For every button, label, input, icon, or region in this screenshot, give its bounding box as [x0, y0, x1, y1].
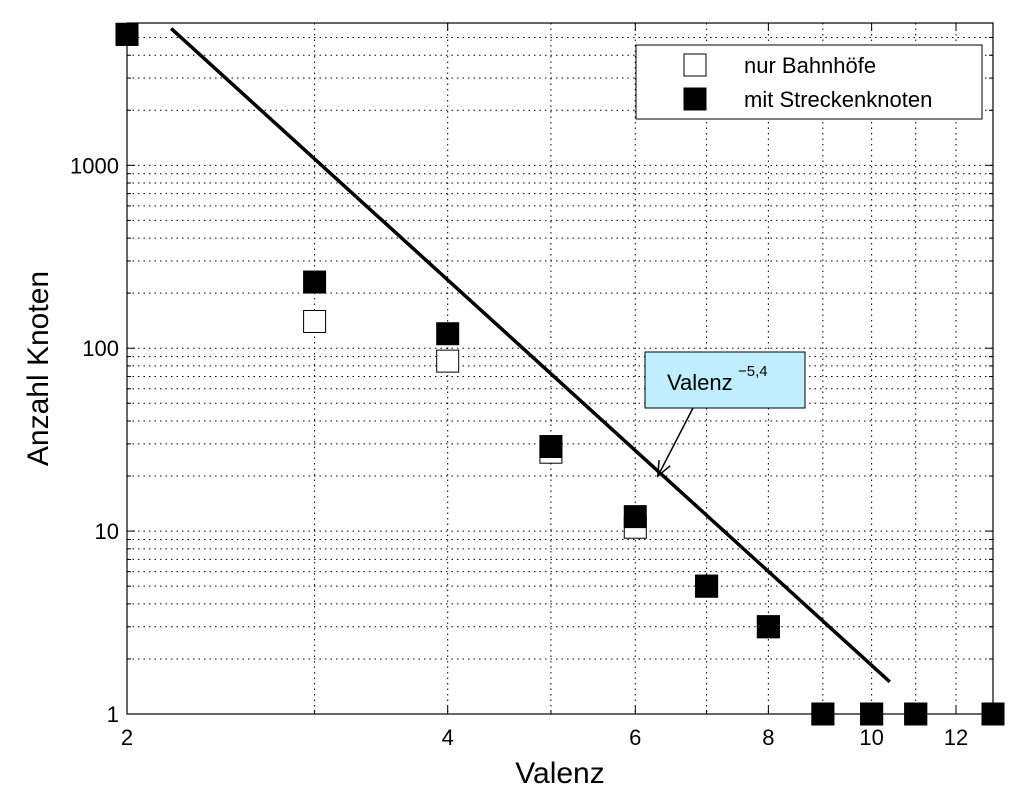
- filled-square-point: [436, 322, 460, 346]
- annotation-box: [644, 351, 806, 409]
- legend-marker: [683, 87, 707, 111]
- grid: [127, 23, 993, 714]
- x-tick-label: 10: [859, 725, 883, 750]
- open-square-point: [303, 309, 327, 333]
- annotation-arrow-shaft: [657, 407, 694, 477]
- y-tick-label: 10: [95, 519, 119, 544]
- y-tick-label: 1000: [70, 153, 119, 178]
- x-tick-label: 4: [442, 725, 454, 750]
- filled-square-point: [904, 702, 928, 726]
- filled-square-point: [860, 702, 884, 726]
- series-mit-streckenknoten: [115, 22, 1005, 726]
- filled-square-point: [115, 22, 139, 46]
- filled-square-point: [695, 574, 719, 598]
- y-tick-label: 1: [107, 702, 119, 727]
- filled-square-point: [623, 505, 647, 529]
- axes-frame: [126, 22, 994, 715]
- filled-square-point: [811, 702, 835, 726]
- annotation-text: Valenz: [667, 370, 733, 395]
- y-axis-title: Anzahl Knoten: [22, 271, 55, 466]
- filled-square-point: [756, 615, 780, 639]
- y-tick-label: 100: [82, 336, 119, 361]
- filled-square-point: [539, 435, 563, 459]
- open-square-point: [436, 349, 460, 373]
- x-tick-label: 8: [762, 725, 774, 750]
- legend-marker: [683, 53, 707, 77]
- legend-label: nur Bahnhöfe: [744, 53, 876, 78]
- legend-label: mit Streckenknoten: [744, 87, 932, 112]
- x-axis-title: Valenz: [515, 757, 605, 790]
- filled-square-point: [303, 270, 327, 294]
- x-tick-label: 6: [629, 725, 641, 750]
- x-tick-label: 2: [121, 725, 133, 750]
- annotation-superscript: −5,4: [738, 363, 768, 380]
- x-tick-label: 12: [944, 725, 968, 750]
- plot-background: [127, 23, 993, 714]
- fit-line: [169, 27, 891, 684]
- filled-square-point: [981, 702, 1005, 726]
- annotation-arrow-head: [656, 460, 671, 478]
